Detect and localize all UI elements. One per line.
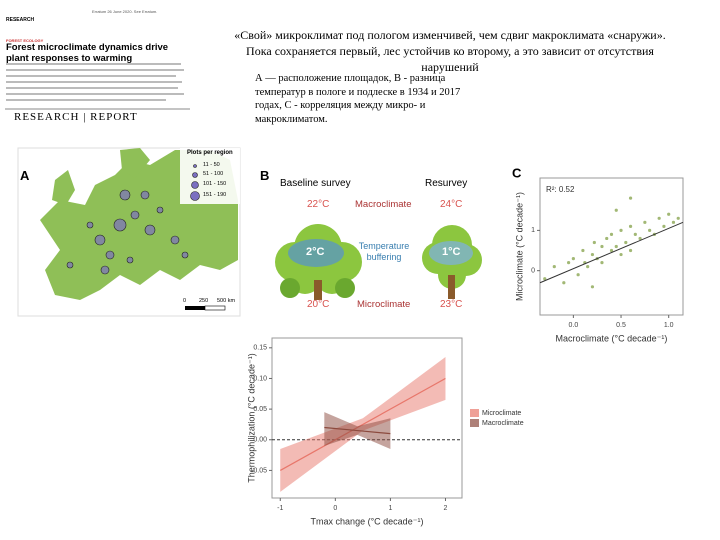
- point: [614, 208, 618, 212]
- plot-frame: [271, 337, 463, 499]
- legend-entry: Macroclimate: [482, 420, 524, 427]
- paper-title: Forest microclimate dynamics drive plant…: [6, 42, 169, 64]
- point: [648, 228, 652, 232]
- plot-frame: [539, 177, 684, 316]
- point: [662, 224, 666, 228]
- y-tick-label: 1: [531, 227, 535, 234]
- legend-entry: Microclimate: [482, 410, 521, 417]
- point: [600, 261, 604, 265]
- y-tick-label: 0.00: [253, 437, 267, 444]
- point: [592, 240, 596, 245]
- legend-entry: 101 - 150: [203, 181, 227, 187]
- point: [543, 277, 547, 281]
- x-axis-label: Macroclimate (°C decade⁻¹): [556, 333, 668, 343]
- y-tick-label: 0.15: [253, 345, 267, 352]
- temperature: 24°C: [440, 199, 463, 210]
- section-label: RESEARCH: [6, 17, 35, 23]
- trend-line: [279, 377, 446, 471]
- point: [624, 240, 628, 245]
- point: [586, 265, 590, 269]
- point: [609, 248, 614, 253]
- point: [590, 285, 595, 289]
- legend-swatch: [470, 419, 479, 427]
- y-axis-label: Thermophilization (°C decade⁻¹): [246, 353, 256, 482]
- y-tick-label: -0.05: [251, 467, 267, 474]
- macro-label: Macroclimate: [355, 199, 412, 210]
- quote: «Свой» микроклимат под пологом изменчиве…: [234, 28, 666, 74]
- point: [657, 216, 661, 220]
- legend-entry: 11 - 50: [203, 162, 220, 168]
- legend-entry: 151 - 190: [203, 192, 227, 198]
- point: [676, 216, 680, 220]
- legend-entry: 51 - 100: [203, 171, 224, 177]
- erratum-note: Erratum 26 June 2020. See Erratum.: [92, 9, 158, 14]
- x-tick-label: 0.0: [568, 322, 578, 329]
- point: [628, 248, 633, 253]
- tree-illustration: [275, 224, 482, 300]
- y-tick-label: 0.10: [253, 375, 267, 382]
- x-tick-label: 1.0: [664, 322, 674, 329]
- legend-swatch: [470, 409, 479, 417]
- x-tick-label: 0: [333, 505, 337, 512]
- point: [628, 196, 633, 200]
- scale-label: 500 km: [217, 298, 236, 304]
- survey-label: Resurvey: [425, 178, 468, 189]
- micro-label: Microclimate: [357, 299, 411, 310]
- point: [614, 244, 618, 249]
- buffer-value: 1°C: [442, 246, 461, 258]
- x-axis-label: Tmax change (°C decade⁻¹): [311, 516, 424, 526]
- point: [619, 252, 623, 257]
- point: [590, 252, 595, 257]
- point: [605, 236, 609, 241]
- scale-label: 250: [199, 298, 209, 304]
- x-tick-label: 1: [388, 505, 392, 512]
- x-tick-label: -1: [277, 505, 283, 512]
- point: [671, 220, 676, 224]
- point: [638, 236, 642, 241]
- point: [600, 244, 604, 249]
- legend-title: Plots per region: [187, 150, 233, 156]
- annotation: R²: 0.52: [546, 185, 575, 194]
- panel-label: B: [260, 168, 270, 183]
- buffer-label: Temperature buffering: [358, 241, 410, 262]
- caption: А — расположение площадок, В - разница т…: [255, 73, 461, 125]
- point: [667, 212, 671, 216]
- y-tick-label: 0: [531, 268, 535, 275]
- trend-line: [324, 426, 391, 435]
- buffer-value: 2°C: [306, 246, 325, 258]
- survey-label: Baseline survey: [280, 178, 351, 189]
- point: [643, 220, 647, 224]
- banner: RESEARCH | REPORT: [14, 111, 138, 123]
- point: [571, 256, 575, 261]
- point: [567, 261, 571, 265]
- point: [576, 273, 580, 277]
- panel-label: C: [512, 165, 522, 180]
- author-list: [6, 63, 184, 101]
- point: [562, 281, 566, 285]
- x-tick-label: 0.5: [616, 322, 626, 329]
- europe-map: [17, 147, 241, 317]
- x-tick-label: 2: [444, 505, 448, 512]
- point: [633, 232, 637, 237]
- point: [609, 232, 614, 237]
- temperature: 23°C: [440, 299, 463, 310]
- temperature: 20°C: [307, 299, 330, 310]
- panel-label: A: [20, 168, 30, 183]
- y-axis-label: Microclimate (°C decade⁻¹): [514, 192, 524, 301]
- point: [552, 265, 556, 269]
- field-label: FOREST ECOLOGY: [6, 38, 44, 43]
- point: [581, 248, 585, 253]
- temperature: 22°C: [307, 199, 330, 210]
- point: [628, 224, 633, 228]
- point: [619, 228, 623, 232]
- y-tick-label: 0.05: [253, 406, 267, 413]
- fit-line: [539, 221, 684, 284]
- scale-label: 0: [183, 298, 187, 304]
